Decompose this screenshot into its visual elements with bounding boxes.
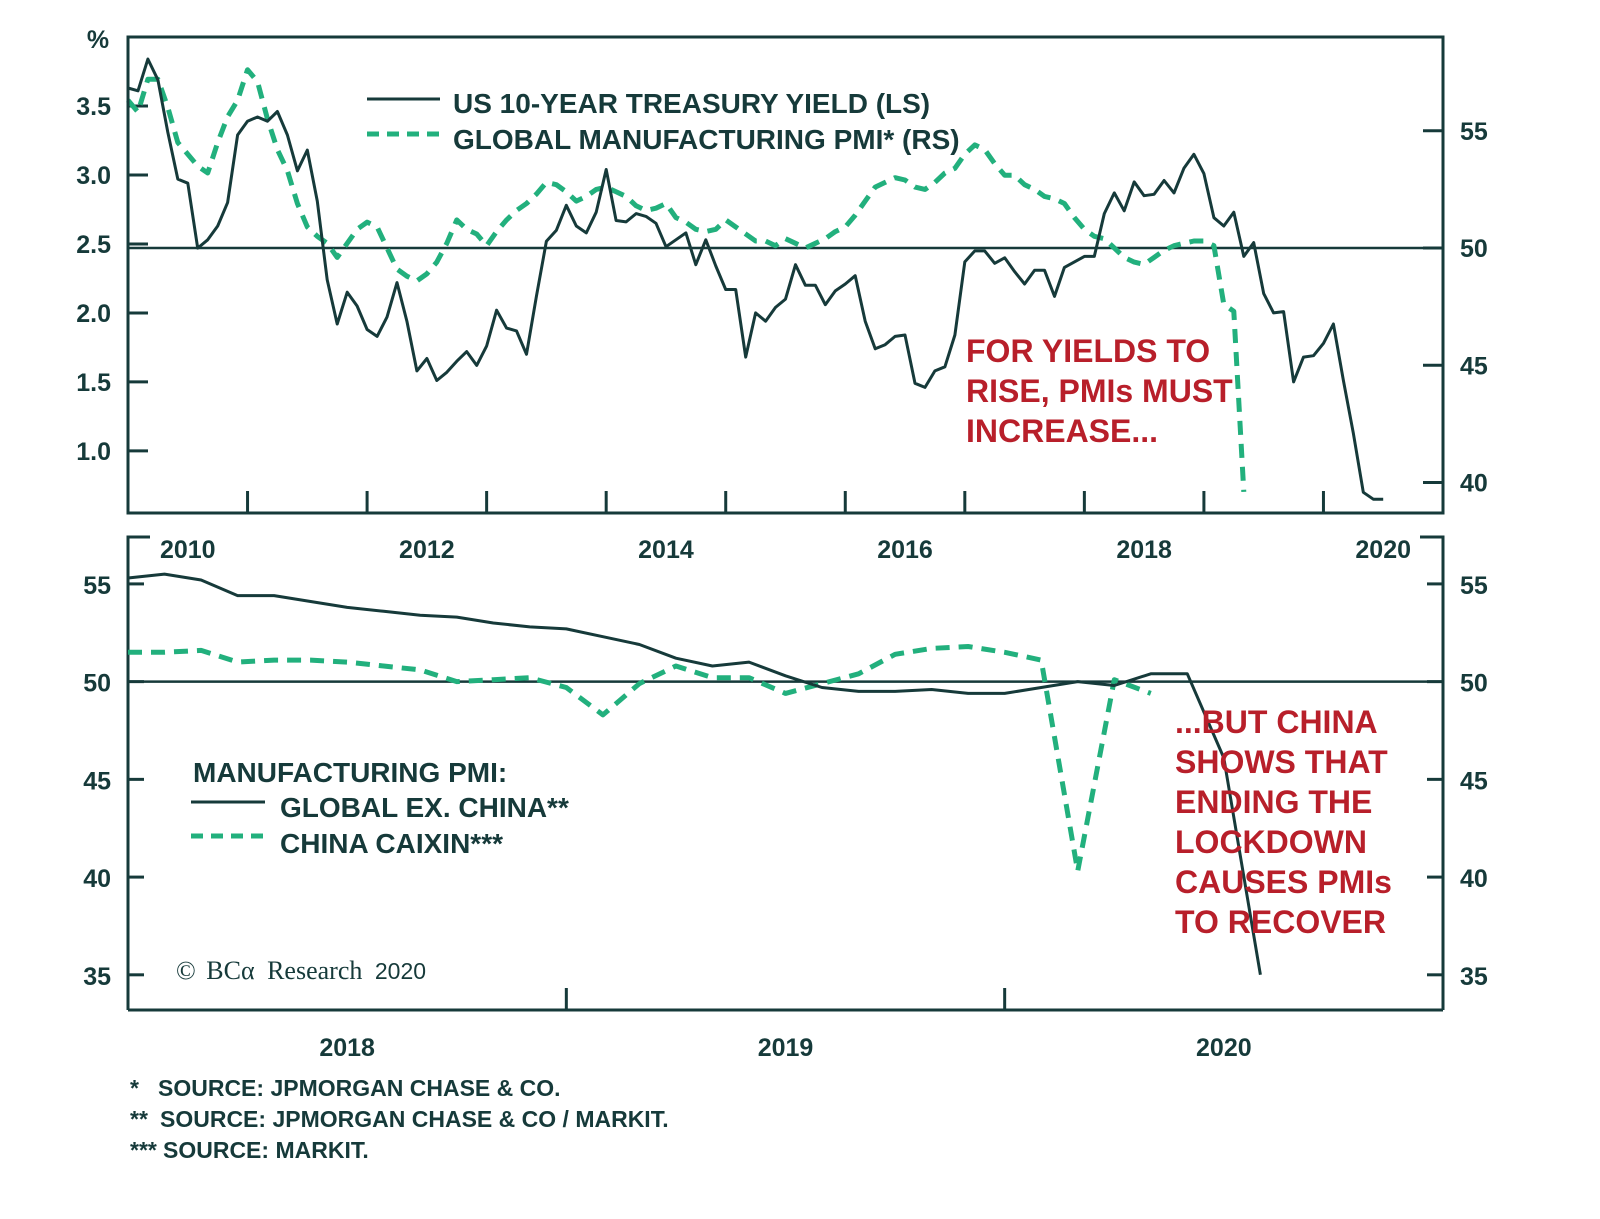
bottom-annotation-line-4: LOCKDOWN: [1175, 824, 1367, 860]
top-annotation: FOR YIELDS TO RISE, PMIs MUST INCREASE..…: [966, 333, 1233, 449]
top-left-tick-label: 2.5: [76, 231, 111, 259]
top-left-tick-label: 1.0: [76, 438, 111, 466]
bottom-annotation-line-3: ENDING THE: [1175, 784, 1372, 820]
top-x-axis: [246, 491, 1325, 513]
bottom-left-tick-label: 55: [83, 572, 111, 600]
bottom-left-tick-label: 45: [83, 767, 111, 795]
top-year-label: 2018: [1116, 536, 1172, 564]
copyright-brand: BCα: [206, 956, 255, 985]
footnote-3-text: SOURCE: MARKIT.: [163, 1137, 369, 1163]
footnote-3-mark: ***: [130, 1137, 157, 1163]
top-year-labels: 2010 2012 2014 2016 2018 2020: [160, 536, 1411, 564]
us-10y-yield-line: [127, 57, 1384, 501]
bottom-right-tick-label: 35: [1460, 963, 1488, 991]
annotation-line-2: RISE, PMIs MUST: [966, 373, 1233, 409]
top-left-tick-label: 3.0: [76, 162, 111, 190]
bottom-legend-label-china: CHINA CAIXIN***: [280, 828, 503, 859]
top-left-axis: 1.0 1.5 2.0 2.5 3.0 3.5: [76, 93, 148, 466]
top-left-tick-label: 3.5: [76, 93, 111, 121]
bottom-annotation-line-6: TO RECOVER: [1175, 904, 1386, 940]
annotation-line-1: FOR YIELDS TO: [966, 333, 1210, 369]
bottom-left-tick-label: 35: [83, 963, 111, 991]
bottom-annotation-line-5: CAUSES PMIs: [1175, 864, 1392, 900]
top-left-tick-label: 1.5: [76, 369, 111, 397]
top-plot-frame: [126, 35, 1445, 515]
footnotes: * SOURCE: JPMORGAN CHASE & CO. ** SOURCE…: [130, 1075, 669, 1163]
annotation-line-3: INCREASE...: [966, 413, 1158, 449]
bottom-frame-right: [1420, 535, 1445, 1010]
copyright-mark: ©: [176, 956, 196, 985]
bottom-right-axis: 35 40 45 50 55: [1427, 572, 1488, 991]
global-ex-china-pmi-line: [127, 572, 1262, 976]
bottom-year-label: 2020: [1196, 1034, 1252, 1062]
top-left-axis-unit: %: [87, 26, 109, 54]
top-year-label: 2014: [638, 536, 694, 564]
bottom-year-labels: 2018 2019 2020: [319, 1034, 1251, 1062]
bottom-year-label: 2018: [319, 1034, 375, 1062]
top-year-label: 2010: [160, 536, 216, 564]
top-left-tick-label: 2.0: [76, 300, 111, 328]
bottom-annotation-line-1: ...BUT CHINA: [1175, 704, 1378, 740]
footnote-2-text: SOURCE: JPMORGAN CHASE & CO / MARKIT.: [160, 1106, 669, 1132]
copyright-year: 2020: [375, 958, 426, 984]
bottom-x-axis: [564, 988, 1007, 1010]
footnote-1-text: SOURCE: JPMORGAN CHASE & CO.: [158, 1075, 561, 1101]
bottom-year-label: 2019: [758, 1034, 814, 1062]
bottom-left-tick-label: 40: [83, 865, 111, 893]
bottom-annotation: ...BUT CHINA SHOWS THAT ENDING THE LOCKD…: [1175, 704, 1392, 940]
top-right-tick-label: 40: [1460, 470, 1488, 498]
top-year-label: 2012: [399, 536, 455, 564]
top-legend: US 10-YEAR TREASURY YIELD (LS) GLOBAL MA…: [367, 88, 960, 155]
footnote-1-mark: *: [130, 1075, 139, 1101]
top-panel: % 1.0 1.5 2.0 2.5 3.0 3.5 40 45 50 55 US 10-YEAR…: [76, 26, 1488, 515]
copyright-text: © BCα Research 2020: [176, 956, 426, 985]
top-right-tick-label: 55: [1460, 118, 1488, 146]
legend-label-pmi: GLOBAL MANUFACTURING PMI* (RS): [453, 124, 960, 155]
bottom-left-tick-label: 50: [83, 670, 111, 698]
bottom-annotation-line-2: SHOWS THAT: [1175, 744, 1388, 780]
china-caixin-pmi-line: [128, 644, 1152, 874]
footnote-2-mark: **: [130, 1106, 148, 1132]
top-year-label: 2020: [1355, 536, 1411, 564]
bottom-left-axis: 35 40 45 50 55: [83, 572, 144, 991]
bottom-legend-label-global: GLOBAL EX. CHINA**: [280, 792, 569, 823]
bottom-right-tick-label: 45: [1460, 767, 1488, 795]
bottom-frame-left: [126, 535, 150, 1010]
bottom-right-tick-label: 50: [1460, 670, 1488, 698]
top-year-label: 2016: [877, 536, 933, 564]
bottom-legend-title: MANUFACTURING PMI:: [193, 757, 507, 788]
bottom-panel: 2010 2012 2014 2016 2018 2020 35 40 45 50 55 35 40…: [83, 535, 1488, 1062]
copyright-word: Research: [267, 956, 362, 985]
copyright: © BCα Research 2020: [176, 956, 426, 985]
top-right-tick-label: 50: [1460, 235, 1488, 263]
top-right-tick-label: 45: [1460, 352, 1488, 380]
legend-label-yield: US 10-YEAR TREASURY YIELD (LS): [453, 88, 930, 119]
bottom-right-tick-label: 55: [1460, 572, 1488, 600]
top-right-axis: 40 45 50 55: [1423, 118, 1488, 498]
bottom-right-tick-label: 40: [1460, 865, 1488, 893]
bottom-legend: MANUFACTURING PMI: GLOBAL EX. CHINA** CH…: [191, 757, 569, 859]
